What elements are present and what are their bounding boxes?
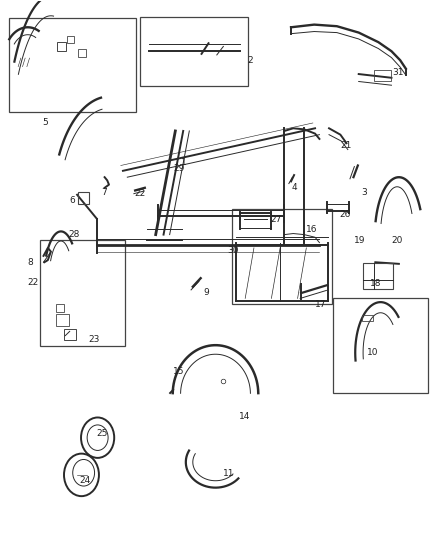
Bar [78, 49, 86, 56]
Bar [140, 17, 248, 86]
Text: 22: 22 [27, 278, 38, 287]
Text: 25: 25 [96, 430, 107, 439]
Bar [40, 240, 125, 346]
Text: 31: 31 [393, 68, 404, 77]
Bar [64, 329, 76, 340]
Text: 26: 26 [339, 210, 350, 219]
Text: 15: 15 [173, 367, 185, 376]
Text: 8: 8 [27, 258, 33, 266]
Text: 21: 21 [340, 141, 352, 150]
Text: 18: 18 [370, 279, 381, 288]
Text: 22: 22 [134, 189, 145, 198]
Text: 14: 14 [239, 412, 250, 421]
Text: 20: 20 [392, 237, 403, 246]
Bar [67, 36, 74, 43]
Bar [232, 209, 332, 304]
Bar [78, 192, 89, 204]
Text: 6: 6 [69, 196, 75, 205]
Bar [332, 298, 427, 393]
Text: 29: 29 [173, 164, 184, 173]
Text: 2: 2 [247, 56, 253, 64]
Text: 30: 30 [227, 246, 238, 255]
Text: 17: 17 [315, 300, 327, 309]
Text: 3: 3 [361, 188, 367, 197]
Text: 4: 4 [292, 183, 297, 192]
Bar [10, 18, 136, 112]
Bar [56, 304, 64, 312]
Bar [374, 70, 391, 82]
Text: 9: 9 [204, 287, 209, 296]
Text: 27: 27 [271, 215, 282, 224]
Bar [57, 42, 66, 51]
Text: 24: 24 [79, 476, 91, 484]
Text: 7: 7 [101, 188, 107, 197]
Text: 23: 23 [88, 335, 99, 344]
Text: 16: 16 [306, 225, 318, 234]
Bar [56, 314, 69, 326]
Bar [362, 316, 373, 321]
Text: 19: 19 [354, 237, 366, 246]
Text: 10: 10 [367, 348, 379, 357]
Text: 1: 1 [180, 158, 186, 167]
Text: 11: 11 [223, 470, 235, 478]
Bar [363, 263, 393, 289]
Text: 28: 28 [68, 230, 80, 239]
Text: 5: 5 [42, 118, 48, 127]
